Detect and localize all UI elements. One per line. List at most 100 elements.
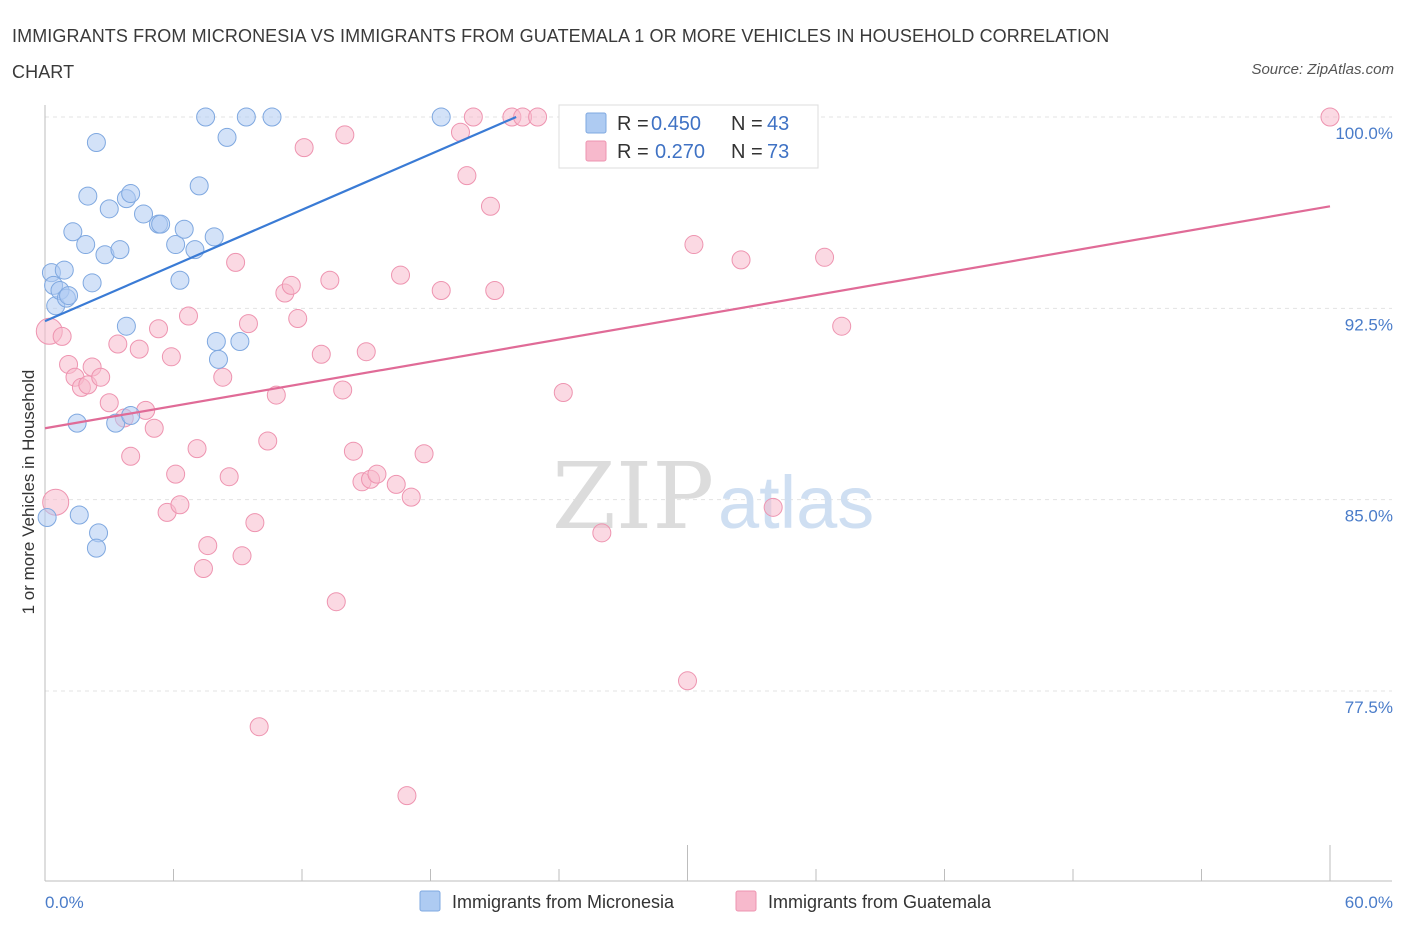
- guatemala-point-30: [245, 513, 265, 533]
- guatemala-point-19: [166, 464, 186, 484]
- guatemala-point-28: [232, 546, 252, 566]
- bottom-legend-swatch-micronesia: [419, 890, 441, 912]
- guatemala-point-20: [170, 495, 190, 515]
- micronesia-point-14: [86, 133, 106, 153]
- guatemala-point-29: [238, 314, 258, 334]
- bottom-legend: Immigrants from Micronesia Immigrants fr…: [419, 890, 992, 912]
- guatemala-point-35: [281, 275, 301, 295]
- guatemala-point-58: [485, 280, 505, 300]
- micronesia-point-30: [174, 219, 194, 239]
- guatemala-point-26: [219, 467, 239, 487]
- guatemala-point-51: [401, 487, 421, 507]
- guatemala-point-21: [178, 306, 198, 326]
- guatemala-point-45: [356, 342, 376, 362]
- guatemala-point-68: [684, 235, 704, 255]
- guatemala-point-32: [258, 431, 278, 451]
- micronesia-point-8: [63, 222, 83, 242]
- micronesia-point-29: [170, 270, 190, 290]
- micronesia-point-28: [166, 235, 186, 255]
- guatemala-point-56: [463, 107, 483, 127]
- guatemala-point-65: [592, 523, 612, 543]
- guatemala-point-53: [431, 280, 451, 300]
- micronesia-point-34: [204, 227, 224, 247]
- legend-box: R = 0.450 N = 43 R = 0.270 N = 73: [558, 104, 819, 169]
- guatemala-point-67: [678, 671, 697, 691]
- x-tick-label-0: 0.0%: [45, 893, 84, 912]
- x-tick-labels: 0.0% 60.0%: [45, 893, 1393, 912]
- source-credit: Source: ZipAtlas.com: [1251, 61, 1394, 78]
- micronesia-point-33: [196, 107, 216, 127]
- guatemala-point-40: [326, 592, 346, 612]
- micronesia-points: [37, 107, 740, 558]
- guatemala-point-62: [553, 383, 573, 403]
- legend-n-value-guatemala: 73: [767, 141, 789, 163]
- legend-n-label-guatemala: N =: [731, 141, 763, 163]
- guatemala-point-52: [414, 444, 434, 464]
- chart-title: IMMIGRANTS FROM MICRONESIA VS IMMIGRANTS…: [12, 26, 1110, 82]
- micronesia-point-18: [99, 199, 119, 219]
- legend-n-value-micronesia: 43: [767, 113, 789, 135]
- y-axis-label: 1 or more Vehicles in Household: [19, 370, 38, 615]
- y-tick-labels: 100.0% 92.5% 85.0% 77.5%: [1335, 124, 1393, 717]
- trend-lines: [44, 115, 1331, 430]
- guatemala-point-24: [198, 536, 218, 556]
- micronesia-point-27: [151, 214, 171, 234]
- guatemala-point-72: [832, 316, 852, 336]
- micronesia-point-35: [206, 331, 226, 351]
- micronesia-point-16: [86, 538, 106, 558]
- micronesia-point-0: [37, 508, 57, 528]
- micronesia-trend-line: [44, 115, 517, 323]
- guatemala-point-31: [249, 717, 269, 737]
- micronesia-point-5: [54, 260, 74, 280]
- micronesia-point-20: [110, 240, 130, 260]
- micronesia-point-25: [134, 204, 154, 224]
- guatemala-point-18: [161, 347, 181, 367]
- guatemala-point-39: [320, 270, 340, 290]
- y-tick-label-1: 92.5%: [1345, 315, 1393, 334]
- guatemala-point-55: [457, 166, 477, 186]
- watermark-zip: ZIP: [552, 443, 714, 550]
- guatemala-point-12: [121, 446, 141, 466]
- micronesia-point-32: [189, 176, 209, 196]
- legend-n-label-micronesia: N =: [731, 113, 763, 135]
- guatemala-point-43: [343, 441, 363, 461]
- micronesia-point-40: [262, 107, 282, 127]
- guatemala-point-16: [149, 319, 169, 339]
- grid-lines: [45, 116, 1392, 692]
- micronesia-point-12: [78, 186, 98, 206]
- guatemala-point-48: [386, 474, 406, 494]
- guatemala-point-10: [108, 334, 128, 354]
- guatemala-point-9: [99, 393, 119, 413]
- guatemala-point-25: [213, 367, 233, 387]
- guatemala-point-71: [815, 247, 835, 267]
- micronesia-point-7: [59, 286, 79, 306]
- guatemala-point-38: [311, 344, 331, 364]
- guatemala-point-70: [763, 497, 783, 517]
- guatemala-point-50: [397, 786, 417, 806]
- bottom-legend-label-micronesia: Immigrants from Micronesia: [452, 892, 675, 912]
- watermark-atlas: atlas: [718, 461, 874, 544]
- micronesia-point-10: [69, 505, 89, 525]
- guatemala-point-49: [391, 265, 411, 285]
- legend-swatch-micronesia: [585, 112, 607, 134]
- guatemala-point-22: [187, 439, 207, 459]
- micronesia-point-36: [208, 349, 228, 369]
- guatemala-point-37: [294, 138, 314, 158]
- guatemala-point-73: [1320, 107, 1340, 127]
- guatemala-point-42: [335, 125, 355, 145]
- guatemala-point-2: [52, 326, 72, 346]
- micronesia-point-19: [106, 413, 126, 433]
- micronesia-point-21: [116, 316, 136, 336]
- guatemala-point-23: [193, 559, 213, 579]
- micronesia-point-38: [230, 331, 250, 351]
- guatemala-point-15: [144, 418, 164, 438]
- guatemala-point-61: [528, 107, 548, 127]
- bottom-legend-label-guatemala: Immigrants from Guatemala: [768, 892, 992, 912]
- guatemala-point-8: [91, 367, 111, 387]
- guatemala-trend-line: [44, 205, 1331, 430]
- guatemala-point-47: [367, 464, 387, 484]
- guatemala-point-33: [266, 385, 286, 405]
- micronesia-point-11: [76, 235, 96, 255]
- y-tick-label-0: 100.0%: [1335, 124, 1393, 143]
